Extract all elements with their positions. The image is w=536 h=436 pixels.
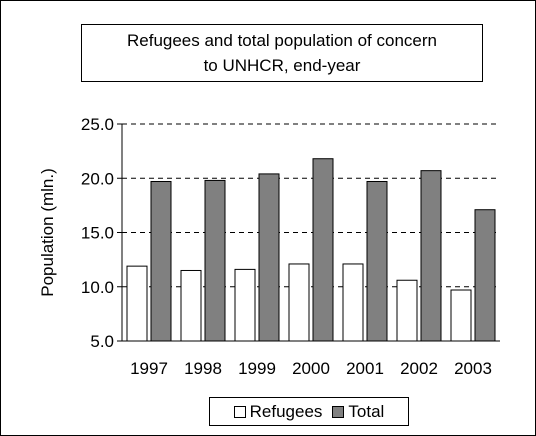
bar-refugees-2001 bbox=[342, 263, 364, 342]
chart-title-line-1: Refugees and total population of concern bbox=[126, 31, 437, 50]
x-tick-label-1998: 1998 bbox=[184, 359, 222, 378]
x-tick-label-2003: 2003 bbox=[454, 359, 492, 378]
bar-refugees-2000 bbox=[288, 263, 310, 342]
x-tick-label-2002: 2002 bbox=[400, 359, 438, 378]
y-tick-label-25.0: 25.0 bbox=[81, 115, 114, 134]
legend-label-total: Total bbox=[348, 401, 385, 421]
x-tick-label-1999: 1999 bbox=[238, 359, 276, 378]
bar-total-2000 bbox=[312, 158, 334, 342]
chart-title-box: Refugees and total population of concern… bbox=[81, 24, 483, 82]
y-tick-label-10.0: 10.0 bbox=[81, 278, 114, 297]
bar-refugees-2003 bbox=[450, 289, 472, 342]
chart-title-line-2: to UNHCR, end-year bbox=[203, 56, 361, 75]
bar-refugees-2002 bbox=[396, 279, 418, 342]
bar-total-1998 bbox=[204, 179, 226, 342]
x-tick-label-1997: 1997 bbox=[130, 359, 168, 378]
bar-total-2003 bbox=[474, 209, 496, 342]
bar-total-2001 bbox=[366, 181, 388, 342]
bar-refugees-1998 bbox=[180, 269, 202, 342]
bar-total-1999 bbox=[258, 173, 280, 342]
bar-refugees-1999 bbox=[234, 268, 256, 342]
y-tick-label-20.0: 20.0 bbox=[81, 169, 114, 188]
bar-total-2002 bbox=[420, 170, 442, 342]
bar-total-1997 bbox=[150, 181, 172, 342]
y-tick-label-15.0: 15.0 bbox=[81, 224, 114, 243]
chart-title: Refugees and total population of concern… bbox=[82, 28, 482, 78]
legend-swatch-total bbox=[332, 405, 345, 418]
legend-label-refugees: Refugees bbox=[249, 401, 323, 421]
y-axis-label: Population (mln.) bbox=[38, 168, 57, 297]
x-tick-label-2000: 2000 bbox=[292, 359, 330, 378]
x-tick-label-2001: 2001 bbox=[346, 359, 384, 378]
legend-item-total: Total bbox=[332, 402, 384, 422]
legend: Refugees Total bbox=[209, 397, 409, 426]
legend-swatch-refugees bbox=[233, 405, 246, 418]
legend-item-refugees: Refugees bbox=[233, 401, 323, 422]
y-tick-label-5.0: 5.0 bbox=[90, 332, 114, 351]
bar-refugees-1997 bbox=[126, 265, 148, 342]
